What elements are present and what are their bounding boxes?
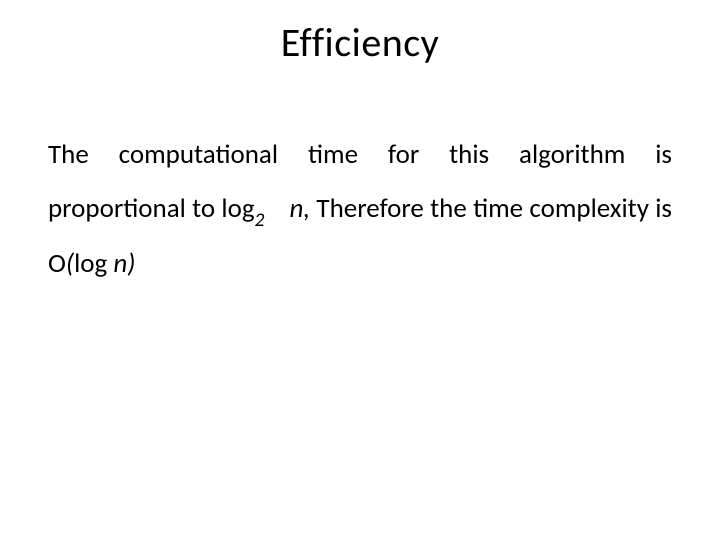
body-text-log: log xyxy=(74,247,113,280)
subscript-2: 2 xyxy=(255,208,265,232)
body-text-n-paren-close: n) xyxy=(113,247,135,280)
body-text-n-comma: n, xyxy=(290,192,311,225)
slide-body: The computational time for this algorith… xyxy=(48,128,672,291)
slide-title: Efficiency xyxy=(0,18,720,67)
body-text-paren-open: ( xyxy=(66,247,74,280)
slide: Efficiency The computational time for th… xyxy=(0,0,720,540)
